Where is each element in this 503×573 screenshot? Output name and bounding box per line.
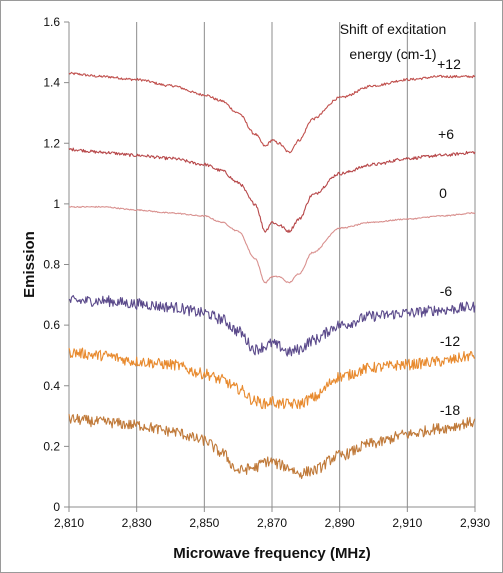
series-line: [68, 71, 476, 154]
series-label: +6: [438, 126, 454, 142]
series-label: -18: [440, 402, 460, 418]
series-line: [68, 347, 476, 410]
series-line: [68, 147, 476, 233]
series-label: -6: [440, 283, 453, 299]
y-tick-label: 1.6: [43, 15, 60, 29]
series-label: -12: [440, 333, 460, 349]
axes: [64, 21, 476, 512]
series-line: [68, 413, 476, 480]
series-lines: [68, 71, 476, 480]
series-label: +12: [437, 56, 461, 72]
x-tick-label: 2,830: [122, 516, 152, 530]
series-line: [68, 294, 476, 357]
y-tick-label: 0.8: [43, 258, 60, 272]
x-tick-label: 2,870: [257, 516, 287, 530]
series-line: [68, 205, 476, 284]
series-label: 0: [439, 185, 447, 201]
legend-title-line-1: Shift of excitation: [340, 21, 447, 37]
x-tick-label: 2,890: [325, 516, 355, 530]
y-tick-label: 0.2: [43, 439, 60, 453]
y-tick-label: 1: [53, 197, 60, 211]
x-tick-label: 2,850: [189, 516, 219, 530]
legend-title-line-2: energy (cm-1): [349, 46, 436, 62]
y-tick-label: 0.6: [43, 318, 60, 332]
gridlines: [136, 22, 476, 507]
y-axis-title: Emission: [21, 231, 38, 298]
x-tick-label: 2,910: [392, 516, 422, 530]
x-axis-title: Microwave frequency (MHz): [173, 545, 371, 562]
y-tick-label: 0: [53, 500, 60, 514]
labels: 0 0.2 0.4 0.6 0.8 1 1.2 1.4 1.6 2,810 2,830 2,850 2,…: [21, 15, 490, 562]
x-tick-label: 2,810: [54, 516, 84, 530]
x-tick-label: 2,930: [460, 516, 490, 530]
y-tick-label: 0.4: [43, 379, 60, 393]
y-tick-label: 1.4: [43, 76, 60, 90]
y-tick-label: 1.2: [43, 136, 60, 150]
